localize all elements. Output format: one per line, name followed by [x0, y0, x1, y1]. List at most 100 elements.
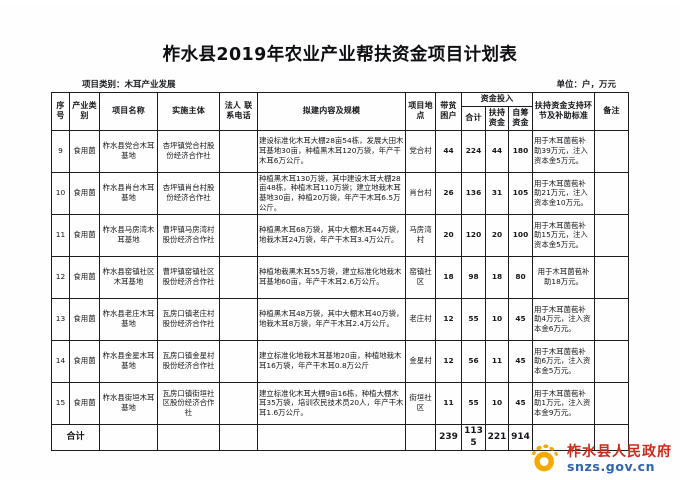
cell-project-name: 柞水县金星木耳基地 — [99, 339, 158, 383]
watermark-url: snzs.gov.cn — [567, 458, 656, 474]
table-row: 13 食用菌 柞水县老庄木耳基地 瓦房口镇老庄村股份经济合作社 种植黑木耳48万… — [51, 297, 629, 341]
cell-content-scale: 建立标准化木耳大棚9亩16栋，种植大棚木耳35万袋，培训农民技术员20人，年产干… — [257, 381, 406, 425]
header-project-name: 项目名称 — [99, 92, 158, 131]
cell-remark — [594, 171, 629, 215]
project-type-label: 项目类别：木耳产业发展 — [82, 80, 176, 90]
cell-support-standard: 用于木耳菌苞补助1万元，注入资本金9万元。 — [532, 381, 595, 425]
cell-support-standard: 用于木耳菌苞补助4万元，注入资本金6万元。 — [532, 297, 595, 341]
cell-self-fund: 45 — [508, 339, 533, 383]
cell-support-fund: 31 — [485, 171, 509, 215]
cell-content-scale: 建设标准化木耳大棚28亩54栋，发展大田木耳基地30亩，种植黑木耳120万袋，年… — [257, 129, 406, 173]
total-remark — [594, 423, 629, 452]
page-top-edge — [0, 0, 680, 4]
cell-support-standard: 用于木耳菌苞补助15万元，注入资本金5万元。 — [532, 213, 595, 257]
cell-self-fund: 80 — [508, 255, 533, 299]
cell-place: 街垣社区 — [405, 381, 436, 425]
cell-implementing-body: 瓦房口镇老庄村股份经济合作社 — [157, 297, 220, 341]
cell-content-scale: 建立标准化地栽木耳基地20亩，种植地栽木耳16万袋，年产干木耳0.8万公斤 — [257, 339, 406, 383]
cell-self-fund: 45 — [508, 297, 533, 341]
cell-poor-households: 44 — [435, 129, 462, 173]
cell-content-scale: 种植黑木耳48万袋，其中大棚木耳40万袋，地栽木耳8万袋，年产干木耳2.4万公斤… — [257, 297, 406, 341]
cell-remark — [594, 129, 629, 173]
table-body: 9 食用菌 柞水县党合木耳基地 杏坪镇党合村股份经济合作社 建设标准化木耳大棚2… — [51, 129, 629, 452]
table-total-row: 合计 239 1135 221 914 — [51, 423, 629, 452]
cell-implementing-body: 瓦房口镇金星村股份经济合作社 — [157, 339, 220, 383]
header-remark: 备注 — [594, 92, 629, 131]
cell-poor-households: 12 — [435, 339, 462, 383]
cell-category: 食用菌 — [69, 297, 100, 341]
cell-place: 肖台村 — [405, 171, 436, 215]
cell-seq: 11 — [51, 213, 70, 257]
cell-self-fund: 100 — [508, 213, 533, 257]
cell-self-fund: 105 — [508, 171, 533, 215]
cell-self-fund: 180 — [508, 129, 533, 173]
page-title: 柞水县2019年农业产业帮扶资金项目计划表 — [162, 45, 518, 65]
cell-poor-households: 20 — [435, 213, 462, 257]
cell-content-scale: 种植黑木耳130万袋，其中建设木耳大棚28亩48栋，种植木耳110万袋；建立地栽… — [257, 171, 406, 215]
cell-category: 食用菌 — [69, 255, 100, 299]
cell-support-fund: 44 — [485, 129, 509, 173]
cell-implementing-body: 杏坪镇党合村股份经济合作社 — [157, 129, 220, 173]
cell-remark — [594, 381, 629, 425]
header-support-standard: 扶持资金支持环节及补助标准 — [532, 92, 595, 131]
header-support-fund: 扶持资金 — [485, 105, 509, 131]
total-content-scale — [257, 423, 406, 452]
unit-label: 单位：户，万元 — [556, 80, 616, 90]
cell-category: 食用菌 — [69, 381, 100, 425]
total-support-fund: 221 — [485, 423, 509, 452]
cell-total: 98 — [461, 255, 486, 299]
cell-category: 食用菌 — [69, 171, 100, 215]
header-category: 产业类别 — [69, 92, 100, 131]
table-header-row-1: 序号 产业类别 项目名称 实施主体 法人 联系电话 拟建内容及规模 项目地点 带… — [51, 92, 629, 131]
table-row: 15 食用菌 柞水县街垣木耳基地 瓦房口镇街垣社区股份经济合作社 建立标准化木耳… — [51, 381, 629, 425]
header-implementing-body: 实施主体 — [157, 92, 220, 131]
header-self-fund: 自筹资金 — [508, 105, 533, 131]
cell-support-fund: 20 — [485, 213, 509, 257]
cell-poor-households: 11 — [435, 381, 462, 425]
cell-project-name: 柞水县老庄木耳基地 — [99, 297, 158, 341]
cell-support-standard: 用于木耳菌苞补助21万元，注入资本金10万元。 — [532, 171, 595, 215]
cell-self-fund: 45 — [508, 381, 533, 425]
cell-legal-phone — [219, 255, 258, 299]
header-funding-group: 资金投入 — [461, 92, 533, 107]
plan-table: 序号 产业类别 项目名称 实施主体 法人 联系电话 拟建内容及规模 项目地点 带… — [51, 92, 629, 452]
document-meta-row: 项目类别：木耳产业发展 单位：户，万元 — [60, 66, 620, 92]
cell-remark — [594, 255, 629, 299]
table-row: 9 食用菌 柞水县党合木耳基地 杏坪镇党合村股份经济合作社 建设标准化木耳大棚2… — [51, 129, 629, 173]
cell-content-scale: 种植地栽黑木耳55万袋，建立标准化地栽木耳基地60亩，年产干木耳2.6万公斤。 — [257, 255, 406, 299]
table-row: 10 食用菌 柞水县肖台木耳基地 杏坪镇肖台村股份经济合作社 种植黑木耳130万… — [51, 171, 629, 215]
total-implementing-body — [157, 423, 220, 452]
cell-implementing-body: 杏坪镇肖台村股份经济合作社 — [157, 171, 220, 215]
total-support-standard — [532, 423, 595, 452]
cell-place: 窑镇社区 — [405, 255, 436, 299]
cell-support-fund: 10 — [485, 297, 509, 341]
table-row: 12 食用菌 柞水县窑镇社区木耳基地 曹坪镇窑镇社区股份经济合作社 种植地栽黑木… — [51, 255, 629, 299]
header-poor-households: 带贫困户 — [435, 92, 462, 131]
cell-total: 224 — [461, 129, 486, 173]
cell-support-fund: 10 — [485, 381, 509, 425]
cell-category: 食用菌 — [69, 213, 100, 257]
cell-legal-phone — [219, 129, 258, 173]
cell-legal-phone — [219, 297, 258, 341]
cell-poor-households: 18 — [435, 255, 462, 299]
cell-legal-phone — [219, 171, 258, 215]
cell-seq: 10 — [51, 171, 70, 215]
total-legal-phone — [219, 423, 258, 452]
total-total: 1135 — [461, 423, 486, 452]
cell-implementing-body: 曹坪镇窑镇社区股份经济合作社 — [157, 255, 220, 299]
header-place: 项目地点 — [405, 92, 436, 131]
total-label: 合计 — [51, 423, 100, 452]
cell-legal-phone — [219, 213, 258, 257]
header-total: 合计 — [461, 105, 486, 131]
cell-project-name: 柞水县党合木耳基地 — [99, 129, 158, 173]
cell-category: 食用菌 — [69, 129, 100, 173]
table-row: 11 食用菌 柞水县马房湾木耳基地 曹坪镇马房湾村股份经济合作社 种植黑木耳68… — [51, 213, 629, 257]
cell-project-name: 柞水县肖台木耳基地 — [99, 171, 158, 215]
cell-seq: 14 — [51, 339, 70, 383]
cell-legal-phone — [219, 381, 258, 425]
header-seq: 序号 — [51, 92, 70, 131]
cell-support-standard: 用于木耳菌苞补助6万元，注入资本金5万元。 — [532, 339, 595, 383]
header-content-scale: 拟建内容及规模 — [257, 92, 406, 131]
cell-seq: 13 — [51, 297, 70, 341]
cell-total: 55 — [461, 297, 486, 341]
